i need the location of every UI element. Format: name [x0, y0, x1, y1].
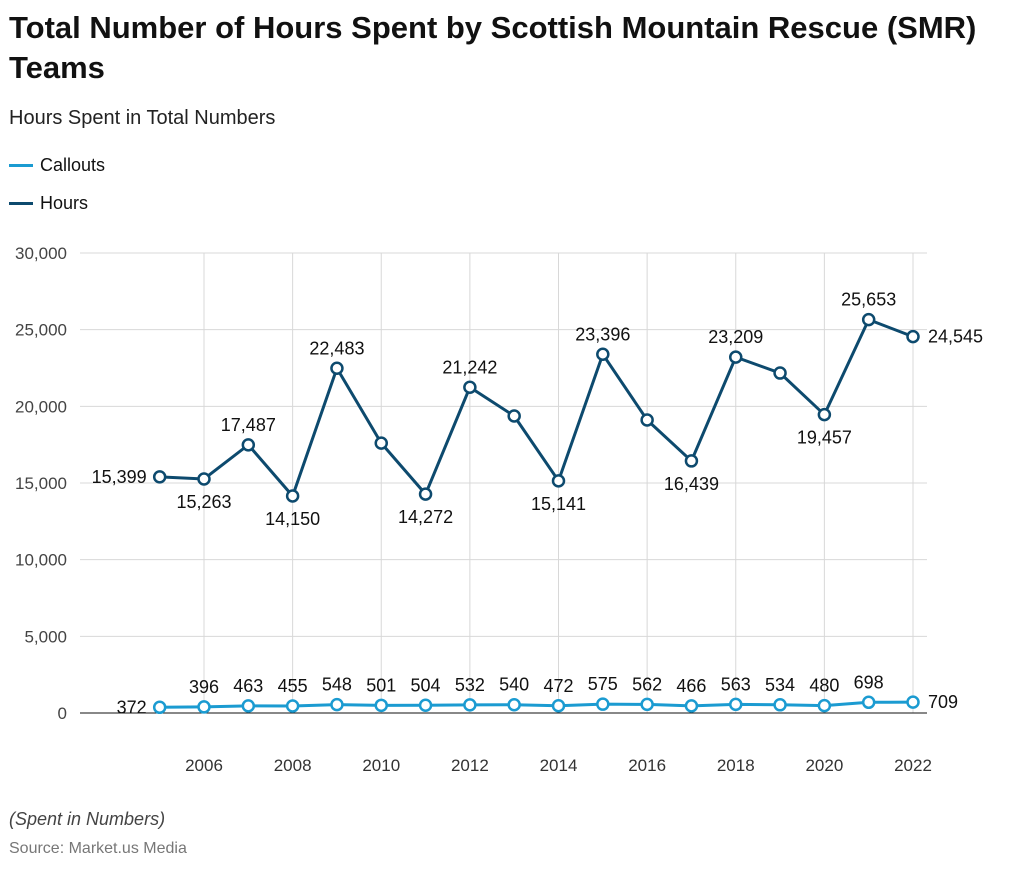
data-label: 22,483: [309, 338, 364, 358]
data-label: 16,439: [664, 474, 719, 494]
legend-swatch-hours: [9, 202, 33, 205]
data-label: 372: [117, 697, 147, 717]
data-point-callouts: [507, 697, 521, 712]
data-point-hours: [463, 380, 477, 395]
data-label: 463: [233, 676, 263, 696]
data-point-hours: [285, 489, 300, 503]
data-point-hours: [817, 407, 832, 422]
legend-label: Hours: [40, 193, 89, 213]
y-tick-label: 20,000: [15, 397, 67, 416]
data-point-callouts: [463, 698, 477, 712]
data-label: 698: [854, 672, 884, 692]
legend-item-hours[interactable]: Hours: [9, 193, 88, 214]
data-label: 21,242: [442, 357, 497, 377]
data-point-hours: [374, 436, 388, 450]
x-tick-label: 2010: [362, 756, 400, 775]
y-tick-label: 0: [58, 704, 67, 723]
data-point-hours: [640, 413, 654, 427]
y-tick-label: 25,000: [15, 321, 67, 340]
data-point-hours: [418, 487, 433, 501]
data-label: 501: [366, 675, 396, 695]
data-point-callouts: [418, 698, 433, 713]
data-label: 15,141: [531, 494, 586, 514]
data-point-callouts: [684, 699, 699, 713]
data-point-callouts: [197, 700, 211, 714]
data-point-callouts: [773, 698, 787, 712]
data-label: 15,263: [176, 492, 231, 512]
data-label: 15,399: [92, 467, 147, 487]
data-point-callouts: [241, 699, 256, 713]
y-tick-label: 5,000: [24, 627, 67, 646]
data-label: 24,545: [928, 327, 983, 347]
data-label: 563: [721, 674, 751, 694]
data-label: 14,272: [398, 507, 453, 527]
data-label: 548: [322, 675, 352, 695]
x-tick-label: 2020: [805, 756, 843, 775]
chart-title: Total Number of Hours Spent by Scottish …: [9, 10, 977, 85]
data-point-hours: [551, 474, 566, 488]
data-point-hours: [197, 472, 211, 486]
data-point-callouts: [817, 698, 832, 713]
chart-subtitle: Hours Spent in Total Numbers: [9, 107, 276, 129]
x-tick-label: 2014: [540, 756, 578, 775]
data-label: 709: [928, 692, 958, 712]
legend-item-callouts[interactable]: Callouts: [9, 155, 105, 176]
data-label: 562: [632, 674, 662, 694]
data-point-callouts: [330, 697, 344, 712]
data-label: 480: [809, 676, 839, 696]
data-label: 23,209: [708, 327, 763, 347]
data-point-hours: [152, 470, 167, 484]
data-label: 534: [765, 675, 795, 695]
legend-swatch-callouts: [9, 164, 33, 167]
series-line-callouts: [159, 700, 914, 709]
data-label: 504: [411, 675, 441, 695]
x-tick-label: 2016: [628, 756, 666, 775]
data-label: 396: [189, 677, 219, 697]
data-point-callouts: [640, 697, 654, 712]
data-label: 455: [278, 676, 308, 696]
x-tick-label: 2018: [717, 756, 755, 775]
x-tick-label: 2008: [274, 756, 312, 775]
y-tick-label: 10,000: [15, 551, 67, 570]
data-label: 540: [499, 675, 529, 695]
data-label: 575: [588, 674, 618, 694]
chart-source: Source: Market.us Media: [9, 840, 187, 857]
data-label: 17,487: [221, 415, 276, 435]
data-point-hours: [596, 347, 610, 362]
data-label: 23,396: [575, 324, 630, 344]
data-point-hours: [241, 438, 256, 452]
x-tick-label: 2022: [894, 756, 932, 775]
data-point-hours: [330, 361, 344, 376]
y-tick-label: 30,000: [15, 244, 67, 263]
legend-label: Callouts: [40, 155, 106, 175]
data-point-hours: [729, 350, 743, 364]
y-tick-label: 15,000: [15, 474, 67, 493]
x-tick-label: 2012: [451, 756, 489, 775]
data-point-hours: [507, 409, 521, 423]
data-label: 14,150: [265, 509, 320, 529]
data-point-callouts: [374, 698, 388, 713]
x-tick-label: 2006: [185, 756, 223, 775]
data-point-hours: [906, 329, 920, 344]
data-point-callouts: [285, 699, 300, 713]
data-label: 472: [543, 676, 573, 696]
data-point-callouts: [861, 695, 876, 710]
data-point-hours: [773, 366, 787, 380]
data-point-callouts: [152, 700, 167, 715]
data-point-callouts: [729, 697, 743, 712]
data-label: 25,653: [841, 290, 896, 310]
data-label: 19,457: [797, 428, 852, 448]
data-point-callouts: [906, 695, 920, 709]
series-line-hours: [159, 317, 914, 499]
data-label: 532: [455, 675, 485, 695]
data-point-callouts: [596, 697, 610, 711]
data-point-callouts: [551, 699, 566, 713]
data-label: 466: [676, 676, 706, 696]
chart-note: (Spent in Numbers): [9, 809, 166, 829]
data-point-hours: [861, 312, 876, 327]
data-point-hours: [684, 454, 699, 468]
